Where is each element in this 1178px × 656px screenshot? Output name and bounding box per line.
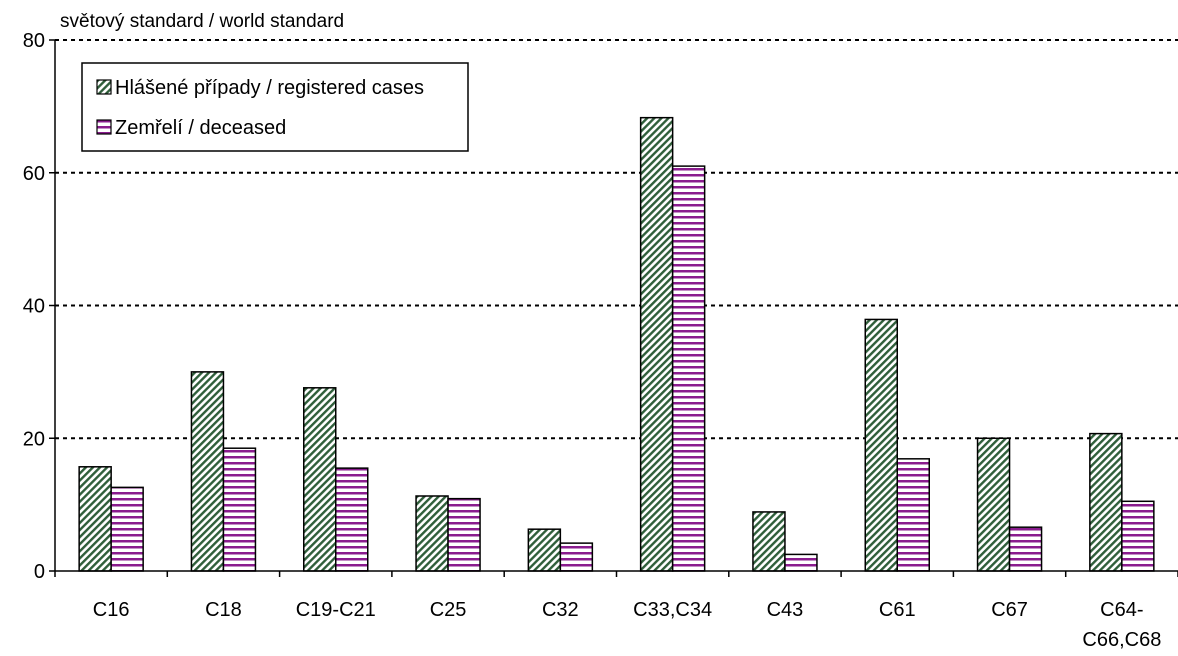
bar-deceased — [448, 499, 480, 571]
x-tick-label: C64- — [1100, 599, 1143, 621]
bar-deceased — [336, 468, 368, 571]
bars — [79, 118, 1154, 571]
x-tick-label: C19-C21 — [296, 599, 376, 621]
bar-registered — [753, 512, 785, 571]
x-tick-label: C67 — [991, 599, 1028, 621]
y-tick-label: 60 — [23, 163, 45, 185]
bar-deceased — [560, 543, 592, 571]
legend-label-registered: Hlášené případy / registered cases — [115, 77, 424, 99]
bar-registered — [865, 319, 897, 571]
bar-deceased — [673, 166, 705, 571]
bar-registered — [641, 118, 673, 571]
y-tick-label: 40 — [23, 296, 45, 318]
y-tick-label: 20 — [23, 428, 45, 450]
x-tick-label: C25 — [430, 599, 467, 621]
bar-deceased — [223, 448, 255, 571]
bar-deceased — [1010, 527, 1042, 571]
x-tick-label: C61 — [879, 599, 916, 621]
x-tick-label: C66,C68 — [1082, 629, 1161, 651]
x-tick-label: C16 — [93, 599, 130, 621]
x-tick-label: C18 — [205, 599, 242, 621]
bar-registered — [304, 388, 336, 571]
bar-registered — [416, 496, 448, 571]
bar-registered — [978, 438, 1010, 571]
legend-label-deceased: Zemřelí / deceased — [115, 117, 286, 139]
x-tick-label: C33,C34 — [633, 599, 712, 621]
x-tick-label: C32 — [542, 599, 579, 621]
bar-deceased — [897, 459, 929, 571]
bar-registered — [528, 529, 560, 571]
bar-registered — [191, 372, 223, 571]
legend-swatch-registered — [97, 80, 111, 94]
bar-registered — [1090, 434, 1122, 571]
bar-deceased — [785, 554, 817, 571]
x-tick-label: C43 — [767, 599, 804, 621]
bar-deceased — [111, 487, 143, 571]
bar-deceased — [1122, 501, 1154, 571]
legend-swatch-deceased — [97, 120, 111, 134]
y-tick-label: 0 — [34, 561, 45, 583]
unit-label: světový standard / world standard — [60, 11, 344, 32]
legend: Hlášené případy / registered cases Zemře… — [82, 63, 468, 151]
y-tick-label: 80 — [23, 30, 45, 52]
x-axis: C16 C18 C19-C21 C25 C32 C33,C34 C43 C61 C67 C64- C… — [55, 571, 1178, 651]
y-axis: 0 20 40 60 80 — [23, 30, 55, 583]
bar-registered — [79, 467, 111, 571]
